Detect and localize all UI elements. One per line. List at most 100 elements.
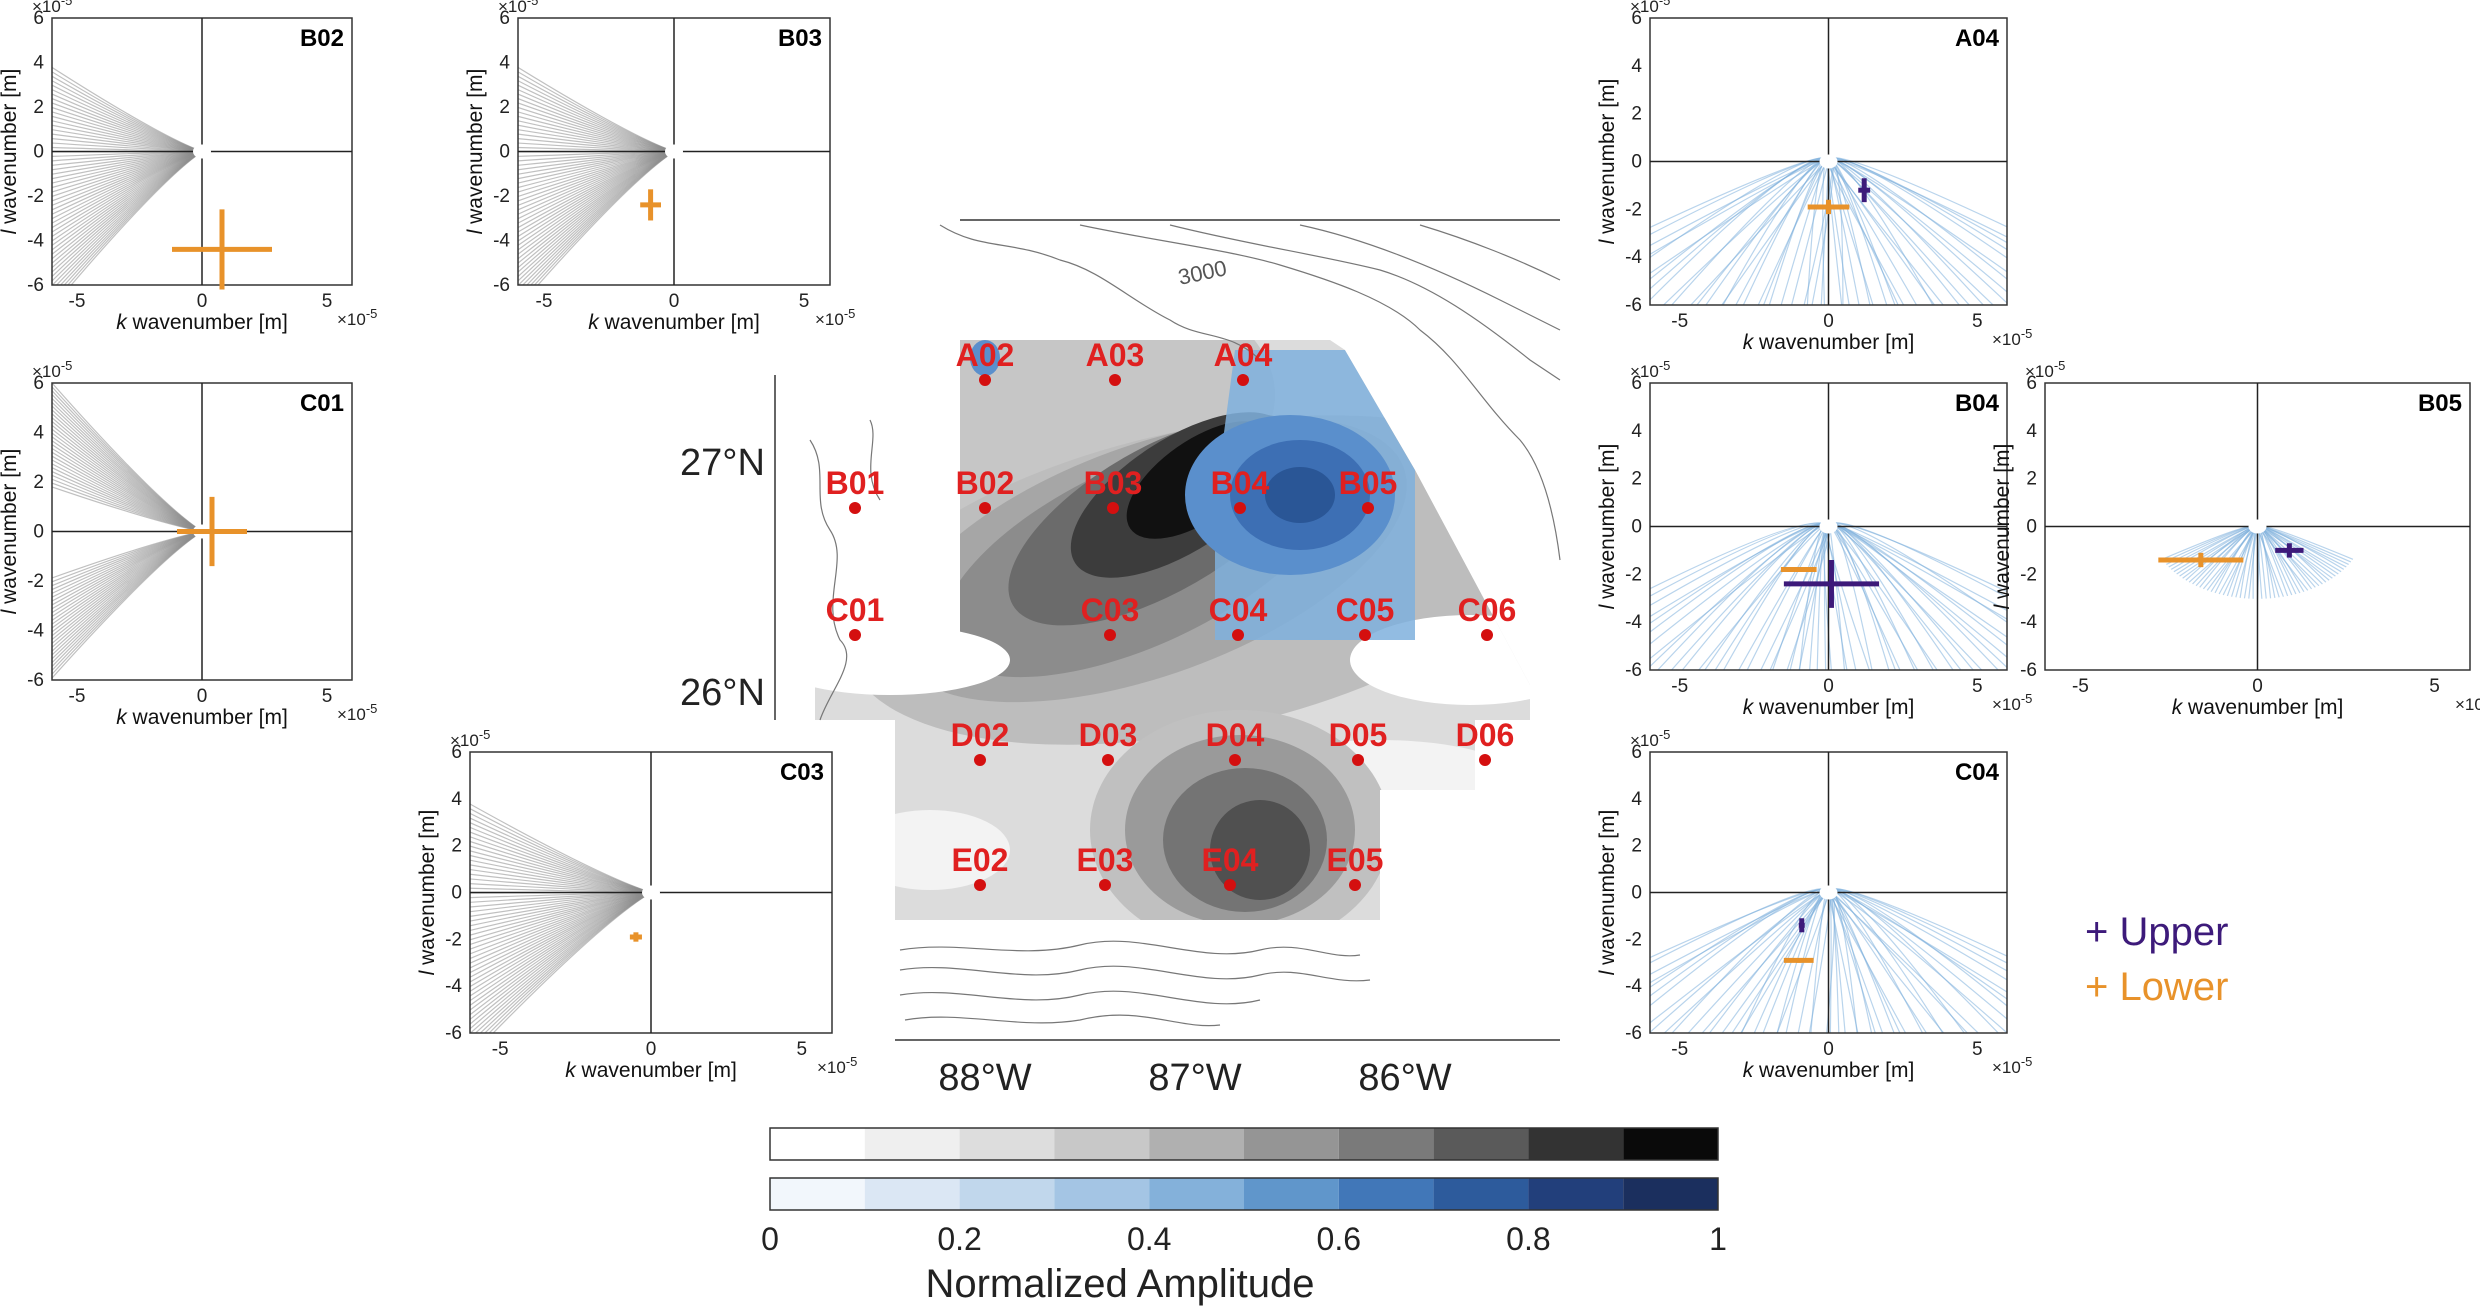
station-dot xyxy=(979,374,991,386)
upper-cross xyxy=(1799,918,1805,932)
y-tick-label: 0 xyxy=(499,142,510,163)
x-axis-label: k wavenumber [m] xyxy=(565,1059,737,1082)
station-label: E04 xyxy=(1202,842,1259,878)
colorbar-blue-cell xyxy=(1054,1178,1149,1210)
y-multiplier: ×10-5 xyxy=(32,358,72,381)
y-tick-label: 4 xyxy=(499,53,510,74)
y-axis-label: l wavenumber [m] xyxy=(1991,444,2014,610)
y-tick-label: -2 xyxy=(1625,564,1642,585)
ray-fan xyxy=(518,67,674,307)
y-tick-label: 0 xyxy=(451,883,462,904)
y-tick-label: -2 xyxy=(27,571,44,592)
x-tick-label: -5 xyxy=(1671,676,1688,697)
panel-title: B03 xyxy=(778,25,822,52)
lon-label-86w: 86°W xyxy=(1358,1057,1451,1099)
x-tick-label: 0 xyxy=(669,291,680,312)
station-dot xyxy=(1232,629,1244,641)
x-tick-label: -5 xyxy=(69,291,86,312)
lat-label-27n: 27°N xyxy=(680,442,765,484)
x-axis-label: k wavenumber [m] xyxy=(1743,1059,1915,1082)
y-tick-label: 4 xyxy=(451,789,462,810)
panel-title: C01 xyxy=(300,390,344,417)
lower-cross xyxy=(630,932,642,941)
panel-c01: C01-5 0 56420-2-4-6×10-5×10-5k wavenumber … xyxy=(0,358,377,729)
ray-fan xyxy=(52,67,202,307)
y-tick-label: -6 xyxy=(493,275,510,296)
y-tick-label: 0 xyxy=(33,522,44,543)
origin-hole xyxy=(642,886,660,900)
x-multiplier: ×10-5 xyxy=(2455,691,2480,714)
colorbar-gray-cell xyxy=(1434,1128,1529,1160)
origin-hole xyxy=(2249,520,2267,534)
colorbar-gray-cell xyxy=(1528,1128,1623,1160)
station-label: B04 xyxy=(1211,465,1270,501)
y-tick-label: 2 xyxy=(33,472,44,493)
colorbar-blue-cell xyxy=(1623,1178,1718,1210)
x-tick-label: -5 xyxy=(69,686,86,707)
station-label: C01 xyxy=(826,592,885,628)
y-tick-label: 0 xyxy=(33,142,44,163)
station-label: A03 xyxy=(1086,337,1145,373)
lower-cross xyxy=(172,209,272,289)
y-tick-label: -6 xyxy=(2020,660,2037,681)
x-axis-label: k wavenumber [m] xyxy=(1743,696,1915,719)
station-label: A02 xyxy=(956,337,1015,373)
x-tick-label: 0 xyxy=(2252,676,2263,697)
x-tick-label: -5 xyxy=(2072,676,2089,697)
x-tick-label: 0 xyxy=(1823,676,1834,697)
y-tick-label: -4 xyxy=(27,231,44,252)
y-multiplier: ×10-5 xyxy=(2025,358,2065,381)
colorbar-gray-cell xyxy=(1623,1128,1718,1160)
colorbar-gray-cell xyxy=(865,1128,960,1160)
x-tick-label: 0 xyxy=(197,291,208,312)
panel-c03: C03-5 0 56420-2-4-6×10-5×10-5k wavenumber … xyxy=(416,727,857,1082)
ray-fan xyxy=(470,804,651,1057)
colorbar-gray-cell xyxy=(1244,1128,1339,1160)
x-multiplier: ×10-5 xyxy=(1992,326,2032,349)
x-tick-label: 5 xyxy=(1972,311,1983,332)
station-dot xyxy=(1109,374,1121,386)
colorbar-blue-cell xyxy=(960,1178,1055,1210)
origin-hole xyxy=(1820,155,1838,169)
x-axis-label: k wavenumber [m] xyxy=(116,706,288,729)
y-tick-label: -2 xyxy=(445,929,462,950)
x-tick-label: 0 xyxy=(646,1039,657,1060)
x-multiplier: ×10-5 xyxy=(1992,1054,2032,1077)
colorbar-tick: 0.2 xyxy=(937,1221,981,1257)
y-tick-label: 2 xyxy=(1631,469,1642,490)
y-tick-label: 4 xyxy=(33,423,44,444)
y-multiplier: ×10-5 xyxy=(498,0,538,16)
y-tick-label: -6 xyxy=(1625,660,1642,681)
y-axis-label: l wavenumber [m] xyxy=(0,449,21,615)
panel-title: B02 xyxy=(300,25,344,52)
lower-cross xyxy=(1784,958,1814,963)
station-label: C06 xyxy=(1458,592,1517,628)
lon-label-88w: 88°W xyxy=(938,1057,1031,1099)
y-tick-label: -6 xyxy=(1625,295,1642,316)
station-dot xyxy=(849,629,861,641)
x-tick-label: 0 xyxy=(197,686,208,707)
y-tick-label: -2 xyxy=(2020,564,2037,585)
y-tick-label: -6 xyxy=(27,670,44,691)
y-axis-label: l wavenumber [m] xyxy=(1596,444,1619,610)
y-tick-label: 2 xyxy=(1631,836,1642,857)
colorbar-tick: 0.6 xyxy=(1317,1221,1361,1257)
x-axis-label: k wavenumber [m] xyxy=(2172,696,2344,719)
station-label: E02 xyxy=(952,842,1009,878)
station-label: C03 xyxy=(1081,592,1140,628)
lower-cross xyxy=(1781,567,1817,572)
station-dot xyxy=(1234,502,1246,514)
x-tick-label: -5 xyxy=(492,1039,509,1060)
x-tick-label: 5 xyxy=(322,291,333,312)
station-label: B03 xyxy=(1084,465,1143,501)
y-tick-label: -2 xyxy=(1625,929,1642,950)
y-tick-label: -4 xyxy=(1625,247,1642,268)
lat-label-26n: 26°N xyxy=(680,672,765,714)
colorbar-gray-cell xyxy=(1149,1128,1244,1160)
y-tick-label: 4 xyxy=(1631,56,1642,77)
y-multiplier: ×10-5 xyxy=(1630,727,1670,750)
y-multiplier: ×10-5 xyxy=(1630,358,1670,381)
colorbar-blue-cell xyxy=(770,1178,865,1210)
station-dot xyxy=(1349,879,1361,891)
